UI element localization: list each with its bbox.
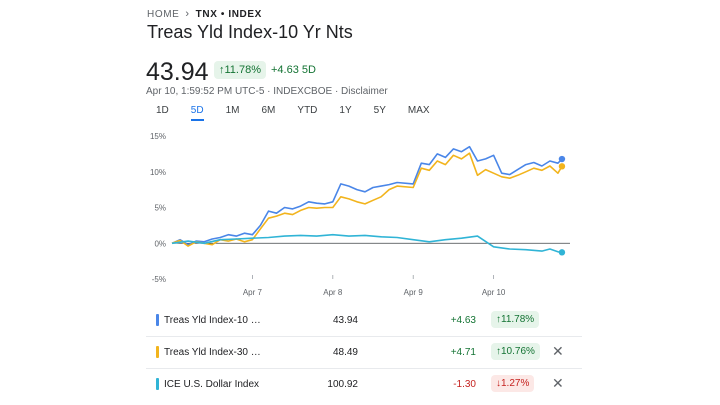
page-title: Treas Yld Index-10 Yr Nts bbox=[147, 22, 353, 42]
tab-1y[interactable]: 1Y bbox=[339, 105, 352, 116]
comparison-row[interactable]: ICE U.S. Dollar Index 100.92 -1.30 ↓1.27… bbox=[146, 368, 582, 400]
breadcrumb-symbol: TNX • INDEX bbox=[195, 8, 262, 20]
comparison-name: Treas Yld Index-10 … bbox=[164, 315, 261, 326]
series-line-2 bbox=[171, 152, 563, 247]
breadcrumb-home-link[interactable]: HOME bbox=[147, 8, 180, 20]
comparison-row[interactable]: Treas Yld Index-10 … 43.94 +4.63 ↑11.78% bbox=[146, 305, 582, 336]
comparison-name: ICE U.S. Dollar Index bbox=[164, 379, 260, 390]
quote-timestamp-line: Apr 10, 1:59:52 PM UTC-5 · INDEXCBOE · D… bbox=[146, 86, 388, 97]
comparison-price: 48.49 bbox=[332, 347, 358, 358]
comparison-percent-badge: ↓1.27% bbox=[491, 375, 535, 392]
breadcrumb: HOME › TNX • INDEX bbox=[147, 8, 262, 20]
x-tick-label: Apr 10 bbox=[482, 288, 506, 297]
absolute-change: +4.63 5D bbox=[271, 64, 316, 76]
y-tick-label: 15% bbox=[150, 132, 166, 141]
tab-5d[interactable]: 5D bbox=[190, 105, 204, 121]
series-line-1 bbox=[171, 145, 563, 246]
y-tick-label: -5% bbox=[152, 275, 166, 284]
series-end-marker-3 bbox=[558, 249, 566, 256]
current-price: 43.94 bbox=[146, 58, 209, 86]
x-tick-label: Apr 7 bbox=[243, 288, 263, 297]
comparison-change: +4.63 bbox=[450, 315, 476, 326]
close-icon[interactable]: ✕ bbox=[552, 375, 564, 391]
comparison-name: Treas Yld Index-30 … bbox=[164, 347, 261, 358]
comparison-change: -1.30 bbox=[453, 379, 476, 390]
tab-5y[interactable]: 5Y bbox=[373, 105, 386, 116]
tab-6m[interactable]: 6M bbox=[261, 105, 276, 116]
series-color-swatch bbox=[156, 346, 159, 358]
tab-1d[interactable]: 1D bbox=[156, 105, 169, 116]
comparison-percent-badge: ↑11.78% bbox=[491, 311, 540, 328]
series-color-swatch bbox=[156, 314, 159, 326]
y-tick-label: 5% bbox=[154, 204, 166, 213]
range-tabs: 1D 5D 1M 6M YTD 1Y 5Y MAX bbox=[156, 105, 452, 121]
series-line-3 bbox=[171, 233, 563, 254]
x-tick-label: Apr 8 bbox=[323, 288, 343, 297]
y-tick-label: 0% bbox=[154, 239, 166, 248]
chevron-right-icon: › bbox=[185, 8, 190, 20]
close-icon[interactable]: ✕ bbox=[552, 343, 564, 359]
comparison-row[interactable]: Treas Yld Index-30 … 48.49 +4.71 ↑10.76%… bbox=[146, 336, 582, 368]
comparison-price: 43.94 bbox=[332, 315, 358, 326]
comparison-price: 100.92 bbox=[327, 379, 358, 390]
comparison-table: Treas Yld Index-10 … 43.94 +4.63 ↑11.78%… bbox=[146, 305, 582, 400]
x-tick-label: Apr 9 bbox=[404, 288, 424, 297]
series-end-marker-1 bbox=[558, 155, 566, 163]
y-tick-label: 10% bbox=[150, 168, 166, 177]
tab-ytd[interactable]: YTD bbox=[297, 105, 318, 116]
series-end-marker-2 bbox=[558, 163, 566, 170]
tab-1m[interactable]: 1M bbox=[225, 105, 240, 116]
tab-max[interactable]: MAX bbox=[407, 105, 430, 116]
series-color-swatch bbox=[156, 378, 159, 390]
price-chart[interactable]: 15% 10% 5% 0% -5% Apr 7 Apr 8 Apr 9 Apr 10 bbox=[0, 0, 720, 300]
comparison-percent-badge: ↑10.76% bbox=[491, 343, 540, 360]
comparison-change: +4.71 bbox=[450, 347, 476, 358]
percent-change-badge: ↑11.78% bbox=[214, 61, 266, 79]
